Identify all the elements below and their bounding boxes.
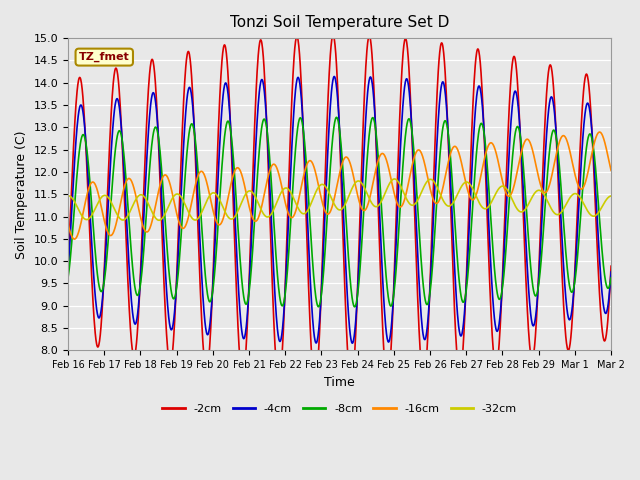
-2cm	[374, 190, 381, 195]
-8cm	[316, 302, 323, 308]
Title: Tonzi Soil Temperature Set D: Tonzi Soil Temperature Set D	[230, 15, 449, 30]
-32cm	[106, 197, 114, 203]
-4cm	[316, 319, 323, 324]
Line: -2cm: -2cm	[68, 35, 611, 384]
-8cm	[64, 275, 72, 281]
-2cm	[106, 132, 114, 138]
-2cm	[64, 263, 72, 269]
-16cm	[107, 233, 115, 239]
Legend: -2cm, -4cm, -8cm, -16cm, -32cm: -2cm, -4cm, -8cm, -16cm, -32cm	[158, 400, 521, 419]
-4cm	[349, 340, 356, 346]
-16cm	[607, 168, 615, 173]
-8cm	[607, 275, 615, 281]
-16cm	[596, 129, 604, 135]
-8cm	[351, 304, 358, 310]
Line: -16cm: -16cm	[68, 132, 611, 239]
-4cm	[128, 306, 136, 312]
Line: -4cm: -4cm	[68, 76, 611, 343]
-16cm	[316, 189, 324, 194]
-4cm	[607, 269, 615, 275]
-16cm	[70, 236, 78, 242]
-16cm	[374, 160, 381, 166]
Line: -8cm: -8cm	[68, 117, 611, 307]
-32cm	[374, 204, 381, 209]
-32cm	[390, 176, 398, 182]
-2cm	[316, 332, 323, 337]
-4cm	[306, 264, 314, 270]
-8cm	[306, 214, 314, 219]
-4cm	[106, 168, 114, 174]
Line: -32cm: -32cm	[68, 179, 611, 220]
-2cm	[128, 346, 136, 351]
-16cm	[129, 180, 136, 186]
-32cm	[155, 217, 163, 223]
Y-axis label: Soil Temperature (C): Soil Temperature (C)	[15, 130, 28, 259]
-2cm	[330, 32, 337, 38]
-16cm	[64, 221, 72, 227]
-2cm	[348, 382, 355, 387]
-4cm	[330, 73, 338, 79]
-32cm	[64, 193, 72, 199]
-8cm	[333, 114, 340, 120]
-32cm	[128, 204, 136, 210]
-4cm	[64, 269, 72, 275]
-32cm	[306, 203, 314, 209]
-4cm	[294, 75, 302, 81]
-2cm	[294, 40, 302, 46]
-8cm	[294, 120, 302, 126]
-16cm	[306, 158, 314, 164]
-32cm	[295, 206, 303, 212]
-2cm	[306, 312, 314, 317]
-16cm	[295, 196, 303, 202]
Text: TZ_fmet: TZ_fmet	[79, 52, 130, 62]
-4cm	[374, 168, 381, 174]
-8cm	[374, 148, 381, 154]
-8cm	[106, 213, 114, 218]
-2cm	[607, 263, 615, 269]
-8cm	[128, 260, 136, 265]
-32cm	[316, 183, 324, 189]
X-axis label: Time: Time	[324, 376, 355, 389]
-32cm	[607, 193, 615, 199]
